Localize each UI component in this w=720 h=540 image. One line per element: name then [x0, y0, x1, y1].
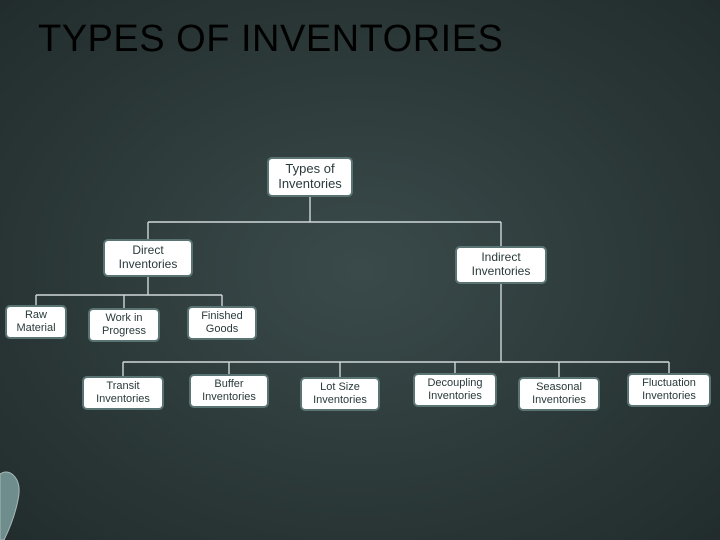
- node-season: SeasonalInventories: [518, 377, 600, 411]
- node-direct: DirectInventories: [103, 239, 193, 277]
- node-transit: TransitInventories: [82, 376, 164, 410]
- node-lot: Lot SizeInventories: [300, 377, 380, 411]
- slide-title: TYPES OF INVENTORIES: [38, 18, 503, 61]
- node-fg: FinishedGoods: [187, 306, 257, 340]
- corner-accent: [0, 460, 40, 540]
- node-wip: Work inProgress: [88, 308, 160, 342]
- node-indirect: IndirectInventories: [455, 246, 547, 284]
- node-raw: RawMaterial: [5, 305, 67, 339]
- node-decoup: DecouplingInventories: [413, 373, 497, 407]
- node-buffer: BufferInventories: [189, 374, 269, 408]
- node-root: Types ofInventories: [267, 157, 353, 197]
- node-fluct: FluctuationInventories: [627, 373, 711, 407]
